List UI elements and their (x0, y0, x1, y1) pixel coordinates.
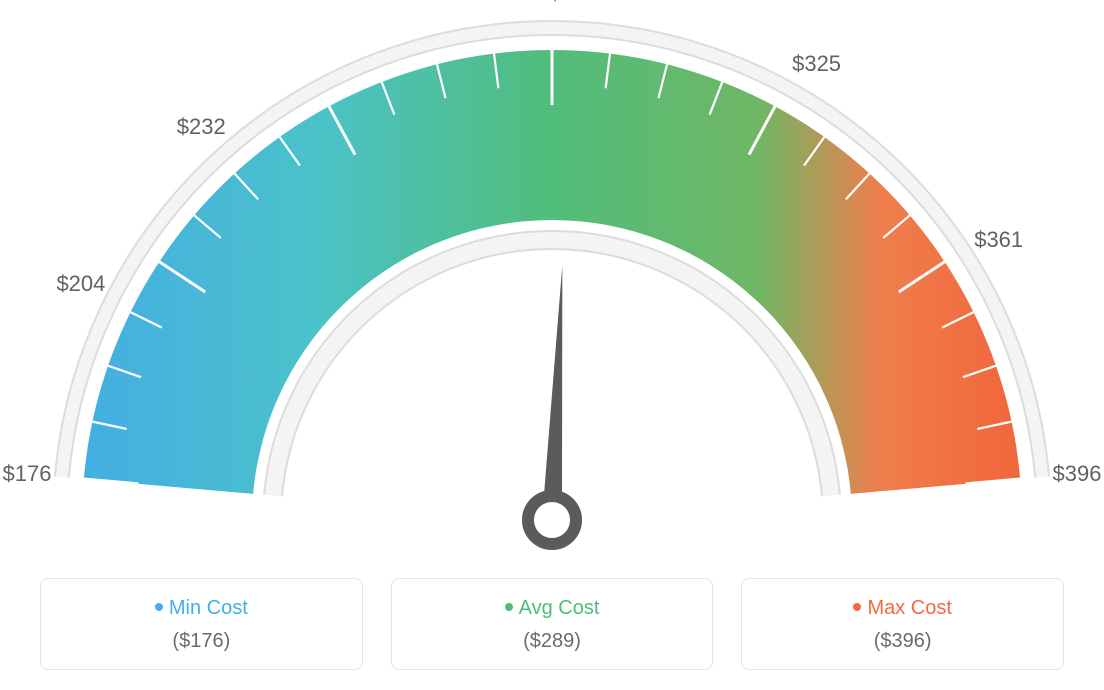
gauge-tick-label: $289 (549, 0, 598, 6)
legend-min-value: ($176) (51, 630, 352, 653)
legend-max-dot-icon (853, 603, 861, 611)
legend-min-dot-icon (155, 603, 163, 611)
legend-row: Min Cost ($176) Avg Cost ($289) Max Cost… (40, 578, 1064, 670)
legend-min-title: Min Cost (51, 597, 352, 620)
gauge-tick-label: $396 (1053, 461, 1102, 487)
legend-avg-title: Avg Cost (402, 597, 703, 620)
gauge-svg (0, 0, 1104, 560)
legend-avg-dot-icon (505, 603, 513, 611)
legend-card-avg: Avg Cost ($289) (391, 578, 714, 670)
legend-avg-value: ($289) (402, 630, 703, 653)
legend-max-title: Max Cost (752, 597, 1053, 620)
gauge-tick-label: $176 (3, 461, 52, 487)
gauge-tick-label: $204 (56, 271, 105, 297)
gauge-tick-label: $325 (792, 51, 841, 77)
cost-gauge-chart: $176 $204 $232 $289 $325 $361 $396 Min Cost ($… (0, 0, 1104, 690)
legend-card-max: Max Cost ($396) (741, 578, 1064, 670)
legend-avg-label: Avg Cost (519, 597, 600, 619)
legend-min-label: Min Cost (169, 597, 248, 619)
gauge-tick-label: $361 (974, 227, 1023, 253)
legend-max-label: Max Cost (867, 597, 951, 619)
gauge-area: $176 $204 $232 $289 $325 $361 $396 (0, 0, 1104, 560)
gauge-tick-label: $232 (177, 114, 226, 140)
legend-max-value: ($396) (752, 630, 1053, 653)
legend-card-min: Min Cost ($176) (40, 578, 363, 670)
